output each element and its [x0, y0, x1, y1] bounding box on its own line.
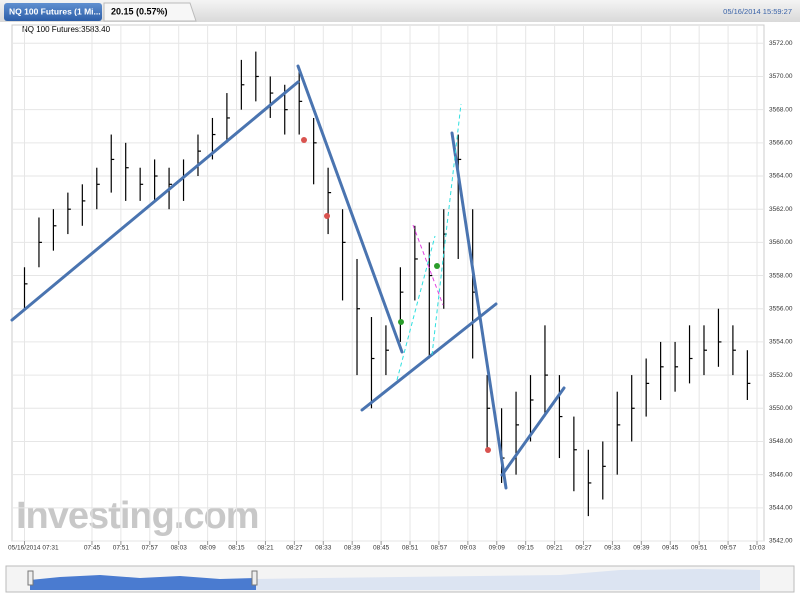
signal-dot [324, 213, 330, 219]
y-tick-label: 3562.00 [769, 206, 793, 213]
navigator-handle[interactable] [251, 570, 258, 586]
x-tick-label: 07:57 [142, 545, 159, 552]
drawings [10, 64, 566, 490]
navigator-selection [30, 575, 256, 590]
navigator-history [256, 569, 760, 590]
y-tick-label: 3542.00 [769, 538, 793, 545]
x-tick-label: 09:27 [575, 545, 592, 552]
watermark: Investing.com [16, 495, 259, 537]
x-tick-label: 09:09 [489, 545, 506, 552]
y-tick-label: 3546.00 [769, 471, 793, 478]
x-tick-label: 07:51 [113, 545, 130, 552]
y-tick-label: 3544.00 [769, 505, 793, 512]
timestamp: 05/16/2014 15:59:27 [723, 7, 792, 16]
tab[interactable] [4, 3, 102, 21]
x-tick-label: 09:33 [604, 545, 621, 552]
y-tick-label: 3568.00 [769, 106, 793, 113]
x-tick-label: 08:57 [431, 545, 448, 552]
x-tick-label: 08:03 [171, 545, 188, 552]
y-tick-label: 3554.00 [769, 339, 793, 346]
plot-frame [11, 24, 765, 542]
y-tick-label: 3552.00 [769, 372, 793, 379]
x-tick-label: 09:51 [691, 545, 708, 552]
y-tick-label: 3548.00 [769, 438, 793, 445]
signal-dot [485, 447, 491, 453]
fib-line [431, 103, 462, 356]
trendline [500, 386, 566, 477]
x-tick-label: 09:45 [662, 545, 679, 552]
change-label: 20.15 (0.57%) [111, 6, 168, 16]
x-tick-label: 09:39 [633, 545, 650, 552]
navigator-handle[interactable] [27, 570, 34, 586]
header-bar [0, 0, 800, 22]
x-tick-label: 08:39 [344, 545, 361, 552]
x-tick-label: 10:03 [749, 545, 766, 552]
x-tick-label: 09:03 [460, 545, 477, 552]
x-tick-label: 09:57 [720, 545, 737, 552]
legend: NQ 100 Futures:3583.40 [22, 25, 111, 34]
tab-label[interactable]: NQ 100 Futures (1 Mi... [9, 6, 101, 16]
y-tick-label: 3556.00 [769, 305, 793, 312]
x-tick-label: 08:33 [315, 545, 332, 552]
x-tick-label: 08:27 [286, 545, 303, 552]
x-tick-label: 08:09 [199, 545, 216, 552]
x-tick-label: 08:21 [257, 545, 274, 552]
x-tick-label: 08:15 [228, 545, 245, 552]
y-tick-label: 3558.00 [769, 272, 793, 279]
x-tick-label: 05/16/2014 07:31 [8, 545, 59, 552]
y-tick-label: 3566.00 [769, 140, 793, 147]
y-tick-label: 3572.00 [769, 40, 793, 47]
x-tick-label: 08:45 [373, 545, 390, 552]
y-tick-label: 3570.00 [769, 73, 793, 80]
x-tick-label: 09:21 [546, 545, 563, 552]
y-tick-label: 3560.00 [769, 239, 793, 246]
y-tick-label: 3550.00 [769, 405, 793, 412]
x-tick-label: 07:45 [84, 545, 101, 552]
fib-line [412, 224, 444, 306]
x-tick-label: 08:51 [402, 545, 419, 552]
trendline [450, 131, 508, 490]
signal-dot [301, 137, 307, 143]
fib-line [396, 235, 436, 381]
signal-dot [434, 263, 440, 269]
trendline [10, 80, 300, 322]
x-tick-label: 09:15 [518, 545, 535, 552]
navigator [5, 565, 795, 593]
signal-dot [398, 319, 404, 325]
trendline [296, 64, 404, 354]
tab-change [103, 2, 197, 22]
y-tick-label: 3564.00 [769, 173, 793, 180]
trendline [360, 302, 498, 412]
